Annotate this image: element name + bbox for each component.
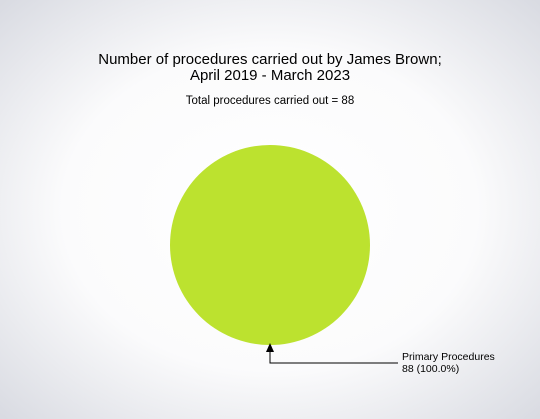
- value-label: 88 (100.0%): [402, 363, 459, 375]
- chart-subtitle: Total procedures carried out = 88: [186, 95, 354, 107]
- leader-arrow: [266, 343, 274, 352]
- chart-title: April 2019 - March 2023: [190, 67, 350, 84]
- chart-title: Number of procedures carried out by Jame…: [98, 51, 441, 68]
- pie-slice: [170, 145, 370, 345]
- leader-line: [269, 349, 398, 364]
- slice-label: Primary Procedures: [402, 351, 495, 363]
